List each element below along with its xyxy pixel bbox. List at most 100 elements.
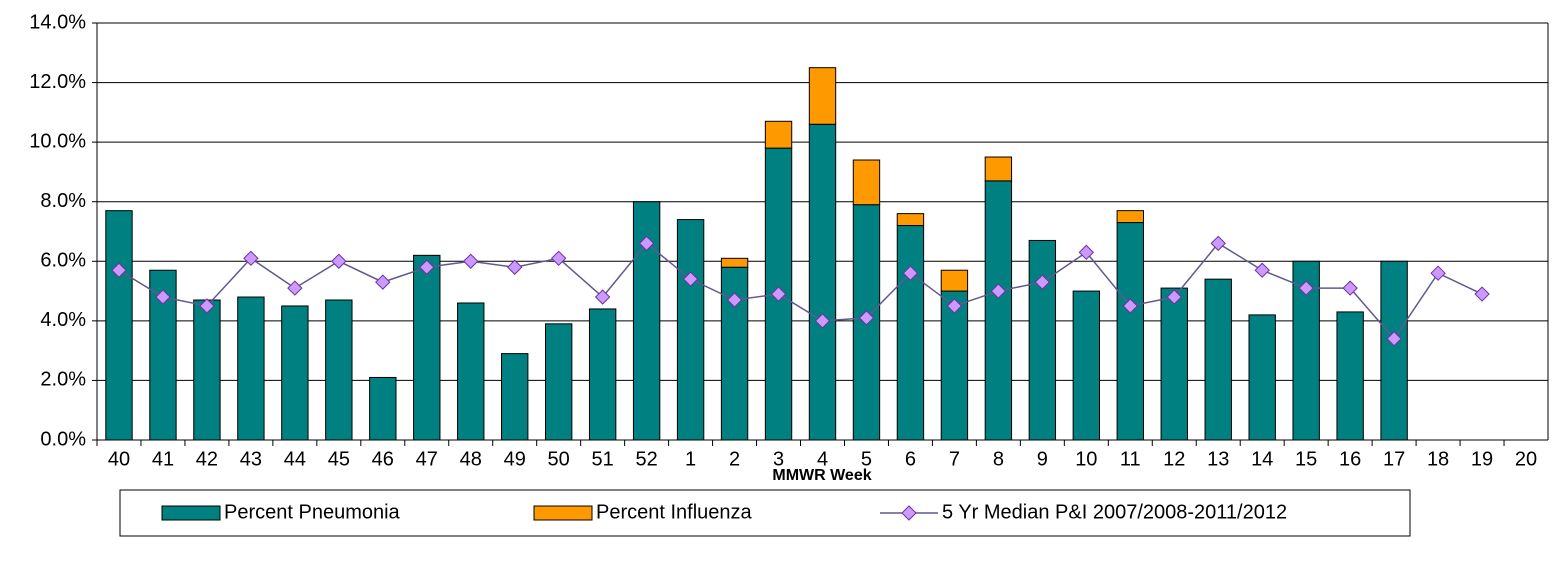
bar-segment [413, 254, 441, 441]
marker [331, 253, 347, 269]
marker [287, 280, 303, 296]
bar-segment [237, 296, 265, 441]
marker [1254, 262, 1270, 278]
marker [550, 250, 567, 267]
y-tick-label: 2.0% [40, 369, 86, 391]
bar-segment [808, 67, 837, 125]
bar-segment [896, 225, 925, 441]
line [118, 242, 1483, 340]
bar-segment [1072, 290, 1101, 441]
marker [155, 289, 171, 305]
x-tick-label: 51 [592, 448, 614, 470]
y-tick-label: 0.0% [40, 428, 86, 450]
marker [858, 310, 875, 326]
y-tick-label: 10.0% [29, 130, 86, 152]
bar-segment [1116, 222, 1144, 441]
legend-label: Percent Influenza [596, 501, 753, 523]
y-tick-label: 8.0% [40, 190, 86, 212]
marker [682, 271, 699, 287]
x-tick-label: 43 [240, 448, 262, 470]
x-tick-label: 13 [1207, 448, 1229, 470]
x-tick-label: 4 [817, 448, 828, 470]
y-tick-label: 14.0% [29, 11, 86, 33]
marker [594, 289, 611, 305]
marker [111, 262, 127, 278]
x-tick-label: 10 [1075, 448, 1097, 470]
x-tick-label: 47 [416, 448, 438, 470]
legend-marker [901, 505, 917, 521]
marker [1386, 331, 1402, 347]
bar-segment [501, 353, 529, 441]
marker [1474, 286, 1490, 302]
marker [638, 235, 655, 252]
x-tick-label: 14 [1251, 448, 1273, 470]
bar-segment [544, 323, 573, 441]
legend-label: 5 Yr Median P&I 2007/2008-2011/2012 [942, 501, 1287, 523]
x-tick-label: 16 [1339, 448, 1361, 470]
bar-segment [676, 219, 705, 441]
marker [419, 259, 435, 275]
bar-segment [896, 213, 925, 227]
bar-segment [457, 302, 485, 441]
y-tick-label: 6.0% [40, 250, 86, 272]
x-tick-label: 8 [993, 448, 1004, 470]
bar-segment [1028, 239, 1057, 441]
x-tick-label: 19 [1471, 448, 1493, 470]
bar-segment [984, 156, 1013, 182]
marker [243, 250, 259, 267]
marker [1078, 244, 1095, 261]
legend-label: Percent Pneumonia [224, 501, 401, 523]
bar-segment [1204, 278, 1232, 441]
y-tick-label: 12.0% [29, 71, 86, 93]
marker [1034, 274, 1051, 290]
x-tick-label: 3 [773, 448, 784, 470]
legend-swatch [533, 505, 593, 521]
x-tick-label: 42 [196, 448, 218, 470]
marker [1122, 298, 1138, 314]
x-tick-label: 48 [460, 448, 482, 470]
bar-segment [325, 299, 353, 441]
bar-segment [369, 376, 397, 441]
marker [902, 265, 919, 281]
x-tick-label: 44 [284, 448, 306, 470]
x-tick-label: 1 [685, 448, 696, 470]
x-tick-label: 46 [372, 448, 394, 470]
x-tick-label: 7 [949, 448, 960, 470]
bar-segment [105, 210, 133, 441]
x-tick-label: 50 [548, 448, 570, 470]
marker [1298, 280, 1314, 296]
x-tick-label: 52 [635, 448, 657, 470]
bar-segment [1380, 260, 1408, 441]
x-axis-label: MMWR Week [772, 467, 871, 484]
x-tick-label: 41 [152, 448, 174, 470]
marker [507, 259, 523, 275]
bar-segment [764, 120, 793, 149]
marker [463, 253, 479, 269]
x-tick-label: 6 [905, 448, 916, 470]
marker [946, 298, 963, 314]
marker [726, 292, 743, 308]
bar-segment [808, 123, 837, 441]
y-tick-label: 4.0% [40, 309, 86, 331]
bar-segment [852, 159, 881, 206]
legend-swatch [161, 505, 221, 521]
x-tick-label: 40 [108, 448, 130, 470]
bar-segment [984, 180, 1013, 441]
bar-segment [720, 257, 749, 268]
x-tick-label: 45 [328, 448, 350, 470]
bar-segment [1336, 311, 1364, 441]
bar-segment [940, 269, 969, 292]
marker [770, 286, 787, 302]
x-tick-label: 49 [504, 448, 526, 470]
x-tick-label: 17 [1383, 448, 1405, 470]
marker [1166, 289, 1182, 305]
legend-box [119, 489, 1411, 537]
x-tick-label: 5 [861, 448, 872, 470]
x-tick-label: 20 [1515, 448, 1537, 470]
x-tick-label: 15 [1295, 448, 1317, 470]
marker [1430, 265, 1446, 281]
marker [199, 298, 215, 314]
bar-segment [1248, 314, 1276, 441]
